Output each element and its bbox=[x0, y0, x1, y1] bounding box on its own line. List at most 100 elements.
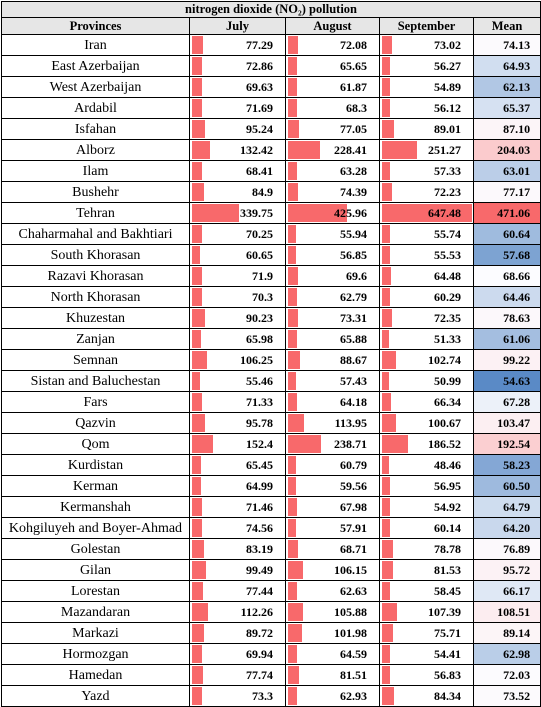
july-cell: 69.94 bbox=[189, 643, 286, 665]
september-data-bar bbox=[382, 456, 389, 474]
table-row: Alborz 132.42 228.41 251.27 204.03 bbox=[1, 139, 541, 161]
august-cell: 57.91 bbox=[285, 517, 380, 539]
september-value: 647.48 bbox=[428, 206, 461, 220]
july-data-bar bbox=[192, 36, 203, 54]
august-value: 64.18 bbox=[340, 395, 367, 409]
table-row: Kurdistan 65.45 60.79 48.46 58.23 bbox=[1, 454, 541, 476]
table-row: Lorestan 77.44 62.63 58.45 66.17 bbox=[1, 580, 541, 602]
august-value: 425.96 bbox=[334, 206, 367, 220]
july-value: 83.19 bbox=[246, 542, 273, 556]
august-value: 63.28 bbox=[340, 164, 367, 178]
july-value: 71.69 bbox=[246, 101, 273, 115]
september-value: 89.01 bbox=[434, 122, 461, 136]
september-data-bar bbox=[382, 141, 417, 159]
table-row: Qom 152.4 238.71 186.52 192.54 bbox=[1, 433, 541, 455]
september-cell: 56.27 bbox=[379, 55, 474, 77]
august-cell: 113.95 bbox=[285, 412, 380, 434]
september-value: 56.27 bbox=[434, 59, 461, 73]
july-value: 90.23 bbox=[246, 311, 273, 325]
september-value: 60.14 bbox=[434, 521, 461, 535]
august-value: 105.88 bbox=[334, 605, 367, 619]
july-cell: 132.42 bbox=[189, 139, 286, 161]
july-cell: 72.86 bbox=[189, 55, 286, 77]
july-cell: 84.9 bbox=[189, 181, 286, 203]
province-name: Bushehr bbox=[1, 181, 190, 203]
august-cell: 106.15 bbox=[285, 559, 380, 581]
province-name: Isfahan bbox=[1, 118, 190, 140]
september-cell: 251.27 bbox=[379, 139, 474, 161]
july-data-bar bbox=[192, 99, 202, 117]
september-value: 57.33 bbox=[434, 164, 461, 178]
august-value: 62.93 bbox=[340, 689, 367, 703]
table-row: Isfahan 95.24 77.05 89.01 87.10 bbox=[1, 118, 541, 140]
july-cell: 90.23 bbox=[189, 307, 286, 329]
province-name: Kermanshah bbox=[1, 496, 190, 518]
table-row: Chaharmahal and Bakhtiari 70.25 55.94 55.74… bbox=[1, 223, 541, 245]
august-cell: 105.88 bbox=[285, 601, 380, 623]
september-data-bar bbox=[382, 57, 390, 75]
july-data-bar bbox=[192, 330, 202, 348]
mean-value: 87.10 bbox=[472, 118, 541, 140]
province-name: Hormozgan bbox=[1, 643, 190, 665]
august-data-bar bbox=[288, 99, 298, 117]
september-data-bar bbox=[382, 183, 393, 201]
august-value: 65.88 bbox=[340, 332, 367, 346]
august-value: 68.3 bbox=[346, 101, 367, 115]
september-value: 56.95 bbox=[434, 479, 461, 493]
july-cell: 339.75 bbox=[189, 202, 286, 224]
mean-value: 192.54 bbox=[472, 433, 541, 455]
mean-value: 64.79 bbox=[472, 496, 541, 518]
province-name: Chaharmahal and Bakhtiari bbox=[1, 223, 190, 245]
september-value: 64.48 bbox=[434, 269, 461, 283]
august-value: 62.63 bbox=[340, 584, 367, 598]
september-value: 55.74 bbox=[434, 227, 461, 241]
august-value: 88.67 bbox=[340, 353, 367, 367]
july-data-bar bbox=[192, 246, 201, 264]
september-data-bar bbox=[382, 351, 397, 369]
september-cell: 50.99 bbox=[379, 370, 474, 392]
july-cell: 95.78 bbox=[189, 412, 286, 434]
september-cell: 54.92 bbox=[379, 496, 474, 518]
july-data-bar bbox=[192, 162, 202, 180]
september-value: 54.89 bbox=[434, 80, 461, 94]
september-data-bar bbox=[382, 624, 393, 642]
august-value: 101.98 bbox=[334, 626, 367, 640]
table-row: Fars 71.33 64.18 66.34 67.28 bbox=[1, 391, 541, 413]
september-value: 251.27 bbox=[428, 143, 461, 157]
september-data-bar bbox=[382, 519, 391, 537]
july-data-bar bbox=[192, 267, 202, 285]
table-row: Markazi 89.72 101.98 75.71 89.14 bbox=[1, 622, 541, 644]
mean-value: 77.17 bbox=[472, 181, 541, 203]
mean-value: 66.17 bbox=[472, 580, 541, 602]
september-cell: 55.74 bbox=[379, 223, 474, 245]
august-cell: 65.65 bbox=[285, 55, 380, 77]
august-data-bar bbox=[288, 183, 299, 201]
july-value: 65.45 bbox=[246, 458, 273, 472]
table-row: Sistan and Baluchestan 55.46 57.43 50.99 54.… bbox=[1, 370, 541, 392]
august-cell: 74.39 bbox=[285, 181, 380, 203]
july-data-bar bbox=[192, 561, 206, 579]
july-data-bar bbox=[192, 372, 200, 390]
september-data-bar bbox=[382, 561, 394, 579]
august-value: 106.15 bbox=[334, 563, 367, 577]
province-name: Yazd bbox=[1, 685, 190, 707]
table-row: South Khorasan 60.65 56.85 55.53 57.68 bbox=[1, 244, 541, 266]
september-cell: 64.48 bbox=[379, 265, 474, 287]
august-data-bar bbox=[288, 477, 297, 495]
mean-value: 64.20 bbox=[472, 517, 541, 539]
september-data-bar bbox=[382, 267, 391, 285]
july-cell: 73.3 bbox=[189, 685, 286, 707]
august-data-bar bbox=[288, 645, 297, 663]
table-row: Kohgiluyeh and Boyer-Ahmad 74.56 57.91 60.1… bbox=[1, 517, 541, 539]
september-value: 56.12 bbox=[434, 101, 461, 115]
september-data-bar bbox=[382, 162, 390, 180]
july-cell: 95.24 bbox=[189, 118, 286, 140]
august-value: 228.41 bbox=[334, 143, 367, 157]
august-cell: 88.67 bbox=[285, 349, 380, 371]
table-row: Kermanshah 71.46 67.98 54.92 64.79 bbox=[1, 496, 541, 518]
august-cell: 65.88 bbox=[285, 328, 380, 350]
mean-value: 471.06 bbox=[472, 202, 541, 224]
september-cell: 73.02 bbox=[379, 34, 474, 56]
august-cell: 60.79 bbox=[285, 454, 380, 476]
